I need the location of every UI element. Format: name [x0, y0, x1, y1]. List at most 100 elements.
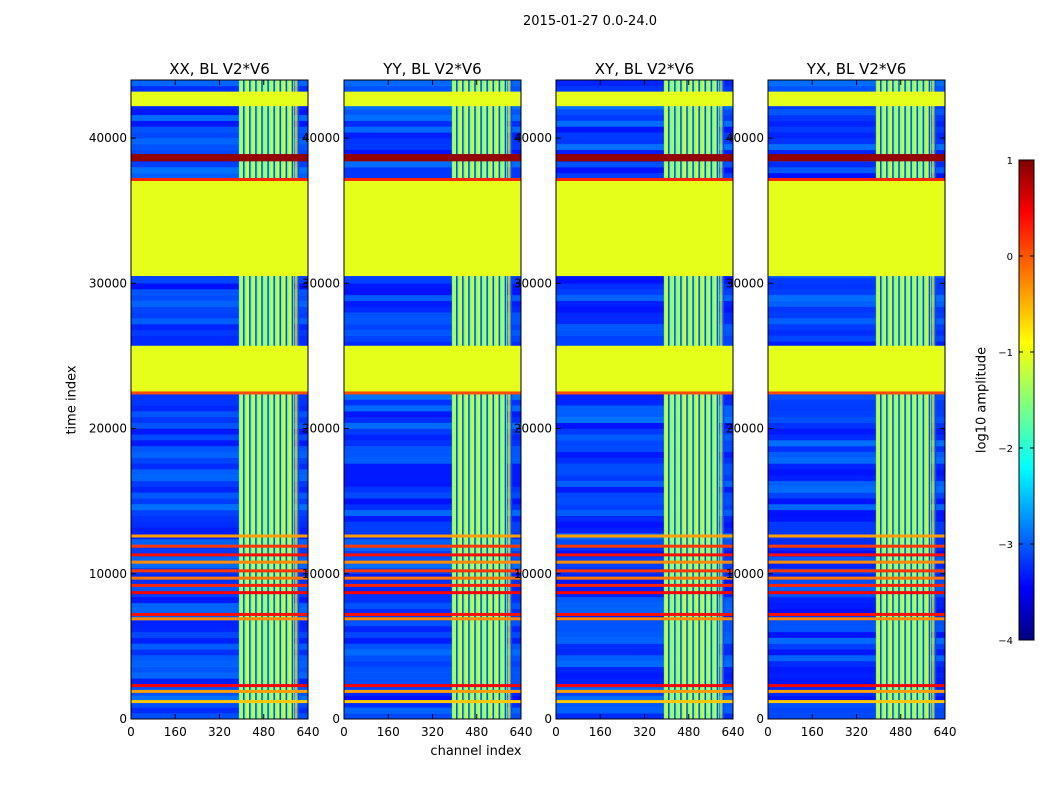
- rfi-channel-gap: [686, 80, 688, 719]
- noise-row: [768, 660, 945, 668]
- rfi-channel-gap: [279, 80, 282, 719]
- noise-row: [768, 85, 945, 92]
- rfi-time-line: [344, 684, 521, 688]
- noise-row: [556, 562, 733, 569]
- rfi-time-line: [768, 391, 945, 395]
- flagged-time-block: [344, 345, 521, 393]
- rfi-time-line: [344, 177, 521, 181]
- y-tick-label: 10000: [89, 567, 127, 581]
- noise-row: [131, 649, 308, 656]
- rfi-channel-gap: [297, 80, 300, 719]
- rfi-channel-gap: [910, 80, 912, 719]
- rfi-channel-gap: [892, 80, 894, 719]
- rfi-time-line: [344, 612, 521, 616]
- noise-row: [131, 585, 308, 592]
- panel-title: YY, BL V2*V6: [382, 60, 481, 78]
- noise-row: [768, 283, 945, 290]
- noise-row: [344, 294, 521, 302]
- noise-row: [556, 294, 733, 302]
- x-tick-label: 640: [722, 725, 745, 739]
- noise-row: [768, 434, 945, 441]
- noise-row: [768, 469, 945, 476]
- noise-row: [768, 277, 945, 284]
- noise-row: [556, 114, 733, 121]
- rfi-time-line: [768, 560, 945, 564]
- y-tick-label: 30000: [514, 276, 552, 290]
- panel-2: XY, BL V2*V6 0 160 320 480 640 0 10000 20000 3000…: [514, 60, 745, 739]
- x-tick-label: 0: [764, 725, 772, 739]
- rfi-time-line: [131, 689, 308, 693]
- rfi-channel-gap: [243, 80, 245, 719]
- noise-row: [768, 289, 945, 296]
- rfi-time-line: [556, 553, 733, 557]
- x-tick-label: 640: [297, 725, 320, 739]
- noise-row: [556, 393, 733, 400]
- noise-row: [131, 655, 308, 662]
- y-tick-label: 30000: [302, 276, 340, 290]
- noise-row: [768, 597, 945, 604]
- noise-row: [556, 138, 733, 145]
- noise-row: [131, 399, 308, 406]
- noise-row: [556, 475, 733, 482]
- noise-row: [556, 527, 733, 534]
- rfi-channel-stripe: [883, 80, 886, 719]
- rfi-time-line: [344, 583, 521, 587]
- noise-row: [556, 649, 733, 656]
- rfi-time-line: [556, 684, 733, 688]
- noise-row: [131, 504, 308, 511]
- noise-row: [344, 585, 521, 592]
- rfi-time-line: [556, 689, 733, 693]
- noise-row: [344, 422, 521, 429]
- rfi-time-line: [768, 553, 945, 557]
- noise-row: [768, 672, 945, 679]
- noise-row: [768, 167, 945, 174]
- noise-row: [556, 515, 733, 522]
- colorbar-gradient: [1018, 159, 1035, 641]
- noise-row: [344, 149, 521, 156]
- noise-row: [344, 492, 521, 499]
- noise-row: [131, 620, 308, 627]
- noise-row: [556, 329, 733, 336]
- noise-row: [556, 161, 733, 168]
- noise-row: [131, 405, 308, 412]
- noise-row: [556, 445, 733, 453]
- y-tick-label: 20000: [89, 422, 127, 436]
- rfi-channel-gap: [934, 80, 937, 719]
- noise-row: [344, 631, 521, 638]
- x-tick-label: 320: [633, 725, 656, 739]
- y-axis-label: time index: [64, 365, 80, 435]
- noise-row: [556, 399, 733, 406]
- noise-row: [131, 701, 308, 708]
- noise-row: [131, 149, 308, 156]
- noise-row: [556, 143, 733, 151]
- noise-row: [768, 655, 945, 662]
- rfi-channel-gap: [698, 80, 700, 719]
- noise-row: [556, 666, 733, 673]
- noise-row: [344, 172, 521, 180]
- rfi-channel-stripe: [707, 80, 711, 719]
- rfi-channel-stripe: [477, 80, 481, 719]
- noise-row: [768, 405, 945, 412]
- rfi-channel-stripe: [471, 80, 474, 719]
- x-tick-label: 480: [252, 725, 275, 739]
- rfi-channel-stripe: [489, 80, 493, 719]
- x-tick-label: 160: [589, 725, 612, 739]
- rfi-channel-gap: [492, 80, 495, 719]
- noise-row: [768, 544, 945, 551]
- noise-row: [344, 504, 521, 511]
- noise-row: [556, 335, 733, 342]
- noise-row: [131, 515, 308, 522]
- noise-row: [768, 649, 945, 656]
- rfi-channel-stripe: [919, 80, 923, 719]
- noise-row: [131, 475, 308, 482]
- noise-row: [556, 428, 733, 435]
- noise-row: [344, 480, 521, 487]
- rfi-time-line: [768, 583, 945, 587]
- noise-row: [131, 109, 308, 116]
- noise-row: [768, 428, 945, 435]
- noise-row: [556, 660, 733, 668]
- rfi-time-line: [344, 569, 521, 573]
- noise-row: [556, 684, 733, 691]
- noise-row: [131, 469, 308, 476]
- noise-row: [556, 167, 733, 174]
